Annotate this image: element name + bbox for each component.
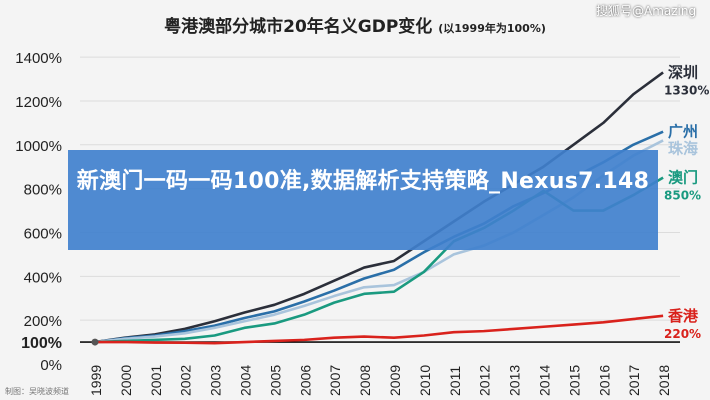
y-tick-label: 0% bbox=[40, 357, 62, 374]
origin-point bbox=[91, 338, 99, 346]
series-label: 澳门 bbox=[668, 169, 698, 187]
x-tick-label: 2003 bbox=[208, 365, 224, 396]
x-tick-label: 2015 bbox=[566, 365, 582, 396]
series-end-value: 220% bbox=[664, 327, 701, 341]
x-tick-label: 2009 bbox=[387, 365, 403, 396]
series-end-value: 1330% bbox=[664, 83, 709, 97]
series-end-value: 850% bbox=[664, 189, 701, 203]
x-tick-label: 2001 bbox=[148, 365, 164, 396]
x-tick-label: 2002 bbox=[178, 365, 194, 396]
series-line-香港 bbox=[95, 314, 664, 345]
y-tick-label: 400% bbox=[24, 269, 62, 286]
chart-subtitle: (以1999年为100%) bbox=[438, 22, 546, 35]
chart-credit: 制图：吴晓波频道 bbox=[5, 387, 69, 396]
overlay-banner: 新澳门一码一码100准,数据解析支持策略_Nexus7.148 bbox=[68, 150, 658, 250]
x-tick-label: 2018 bbox=[656, 365, 672, 396]
x-tick-label: 2008 bbox=[357, 365, 373, 396]
x-tick-label: 2017 bbox=[626, 365, 642, 396]
title-text: 粤港澳部分城市20年名义GDP变化 bbox=[164, 17, 433, 37]
watermark: 搜狐号@Amazing bbox=[596, 4, 697, 18]
chart-title: 粤港澳部分城市20年名义GDP变化 (以1999年为100%) bbox=[0, 12, 710, 37]
x-tick-label: 1999 bbox=[88, 365, 104, 396]
y-tick-label: 800% bbox=[24, 182, 62, 199]
series-label: 深圳 bbox=[668, 63, 698, 81]
series-label: 珠海 bbox=[668, 139, 698, 157]
y-tick-label: 600% bbox=[24, 225, 62, 242]
y-tick-label: 1000% bbox=[15, 138, 62, 155]
y-tick-label: 200% bbox=[24, 313, 62, 330]
x-tick-label: 2006 bbox=[297, 365, 313, 396]
y-tick-label: 100% bbox=[21, 335, 62, 352]
x-tick-label: 2016 bbox=[596, 365, 612, 396]
x-tick-label: 2010 bbox=[417, 365, 433, 396]
series-label: 香港 bbox=[668, 307, 699, 325]
series-line-深圳 bbox=[94, 71, 664, 344]
x-tick-label: 2005 bbox=[267, 365, 283, 396]
x-tick-label: 2011 bbox=[447, 366, 463, 396]
x-tick-label: 2012 bbox=[477, 365, 493, 396]
x-tick-label: 2007 bbox=[327, 365, 343, 396]
series-label: 广州 bbox=[668, 123, 698, 141]
y-tick-label: 1200% bbox=[15, 94, 62, 111]
x-tick-label: 2004 bbox=[238, 365, 254, 396]
y-tick-label: 1400% bbox=[15, 50, 62, 67]
x-tick-label: 2014 bbox=[537, 365, 553, 396]
x-tick-label: 2013 bbox=[507, 365, 523, 396]
x-tick-label: 2000 bbox=[118, 365, 134, 396]
